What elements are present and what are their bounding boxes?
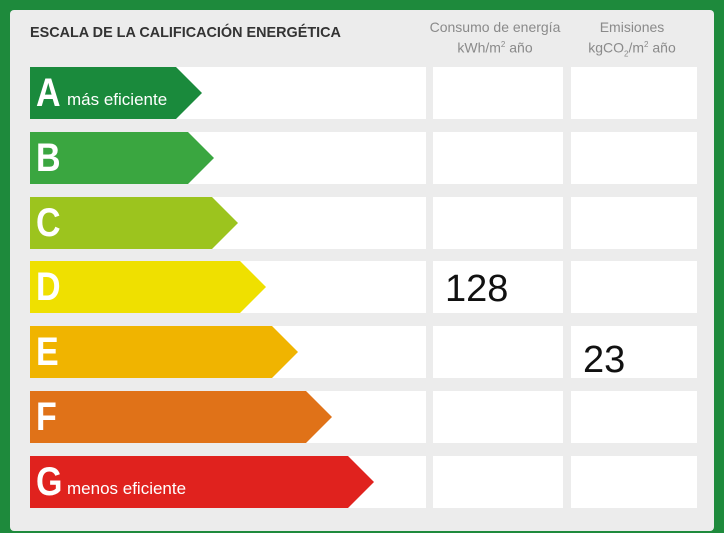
rating-arrow-f xyxy=(30,391,332,443)
rating-row-g-emisiones-cell xyxy=(571,456,697,508)
rating-bar-c: C xyxy=(30,197,238,249)
consumo-header-unit: kWh/m2 año xyxy=(457,39,533,56)
rating-arrow-e xyxy=(30,326,298,378)
rating-row-f-emisiones-cell xyxy=(571,391,697,443)
rating-arrow-a xyxy=(30,67,202,119)
rating-bar-f: F xyxy=(30,391,332,443)
rating-bar-b: B xyxy=(30,132,214,184)
rating-row-c-emisiones-cell xyxy=(571,197,697,249)
rating-arrow-b xyxy=(30,132,214,184)
rating-arrow-shape-c xyxy=(30,197,238,249)
energy-label-panel: ESCALA DE LA CALIFICACIÓN ENERGÉTICA Con… xyxy=(10,10,714,531)
rating-row-a-consumo-cell xyxy=(433,67,563,119)
rating-row-d-consumo-cell xyxy=(433,261,563,313)
rating-bar-d: D xyxy=(30,261,266,313)
rating-letter-e: E xyxy=(36,330,59,374)
rating-arrow-shape-f xyxy=(30,391,332,443)
rating-row-e-consumo-cell xyxy=(433,326,563,378)
rating-row-b-consumo-cell xyxy=(433,132,563,184)
rating-arrow-shape-b xyxy=(30,132,214,184)
rating-arrow-shape-a xyxy=(30,67,202,119)
rating-bar-e: E xyxy=(30,326,298,378)
rating-row-e-emisiones-cell xyxy=(571,326,697,378)
rating-letter-c: C xyxy=(36,201,61,245)
emisiones-header-unit: kgCO2/m2 año xyxy=(588,39,676,59)
rating-row-f-consumo-cell xyxy=(433,391,563,443)
rating-row-a-emisiones-cell xyxy=(571,67,697,119)
consumo-header-line1: Consumo de energía xyxy=(429,19,561,35)
rating-arrow-g xyxy=(30,456,374,508)
emisiones-column-header: Emisiones kgCO2/m2 año xyxy=(568,18,696,63)
consumo-value: 128 xyxy=(445,268,509,310)
rating-arrow-shape-g xyxy=(30,456,374,508)
rating-row-g-consumo-cell xyxy=(433,456,563,508)
rating-arrow-shape-d xyxy=(30,261,266,313)
rating-arrow-d xyxy=(30,261,266,313)
rating-letter-d: D xyxy=(36,265,61,309)
emisiones-header-line1: Emisiones xyxy=(599,19,665,35)
label-title: ESCALA DE LA CALIFICACIÓN ENERGÉTICA xyxy=(30,24,341,41)
rating-letter-f: F xyxy=(36,395,57,439)
rating-arrow-c xyxy=(30,197,238,249)
rating-row-b-emisiones-cell xyxy=(571,132,697,184)
rating-label-g: menos eficiente xyxy=(67,479,187,498)
rating-label-a: más eficiente xyxy=(67,90,168,109)
rating-letter-g: G xyxy=(36,460,63,504)
rating-row-d-emisiones-cell xyxy=(571,261,697,313)
rating-arrow-shape-e xyxy=(30,326,298,378)
emisiones-value: 23 xyxy=(583,339,626,381)
rating-letter-b: B xyxy=(36,136,61,180)
consumo-column-header: Consumo de energía kWh/m2 año xyxy=(428,18,562,57)
rating-letter-a: A xyxy=(36,71,61,115)
rating-row-c-consumo-cell xyxy=(433,197,563,249)
